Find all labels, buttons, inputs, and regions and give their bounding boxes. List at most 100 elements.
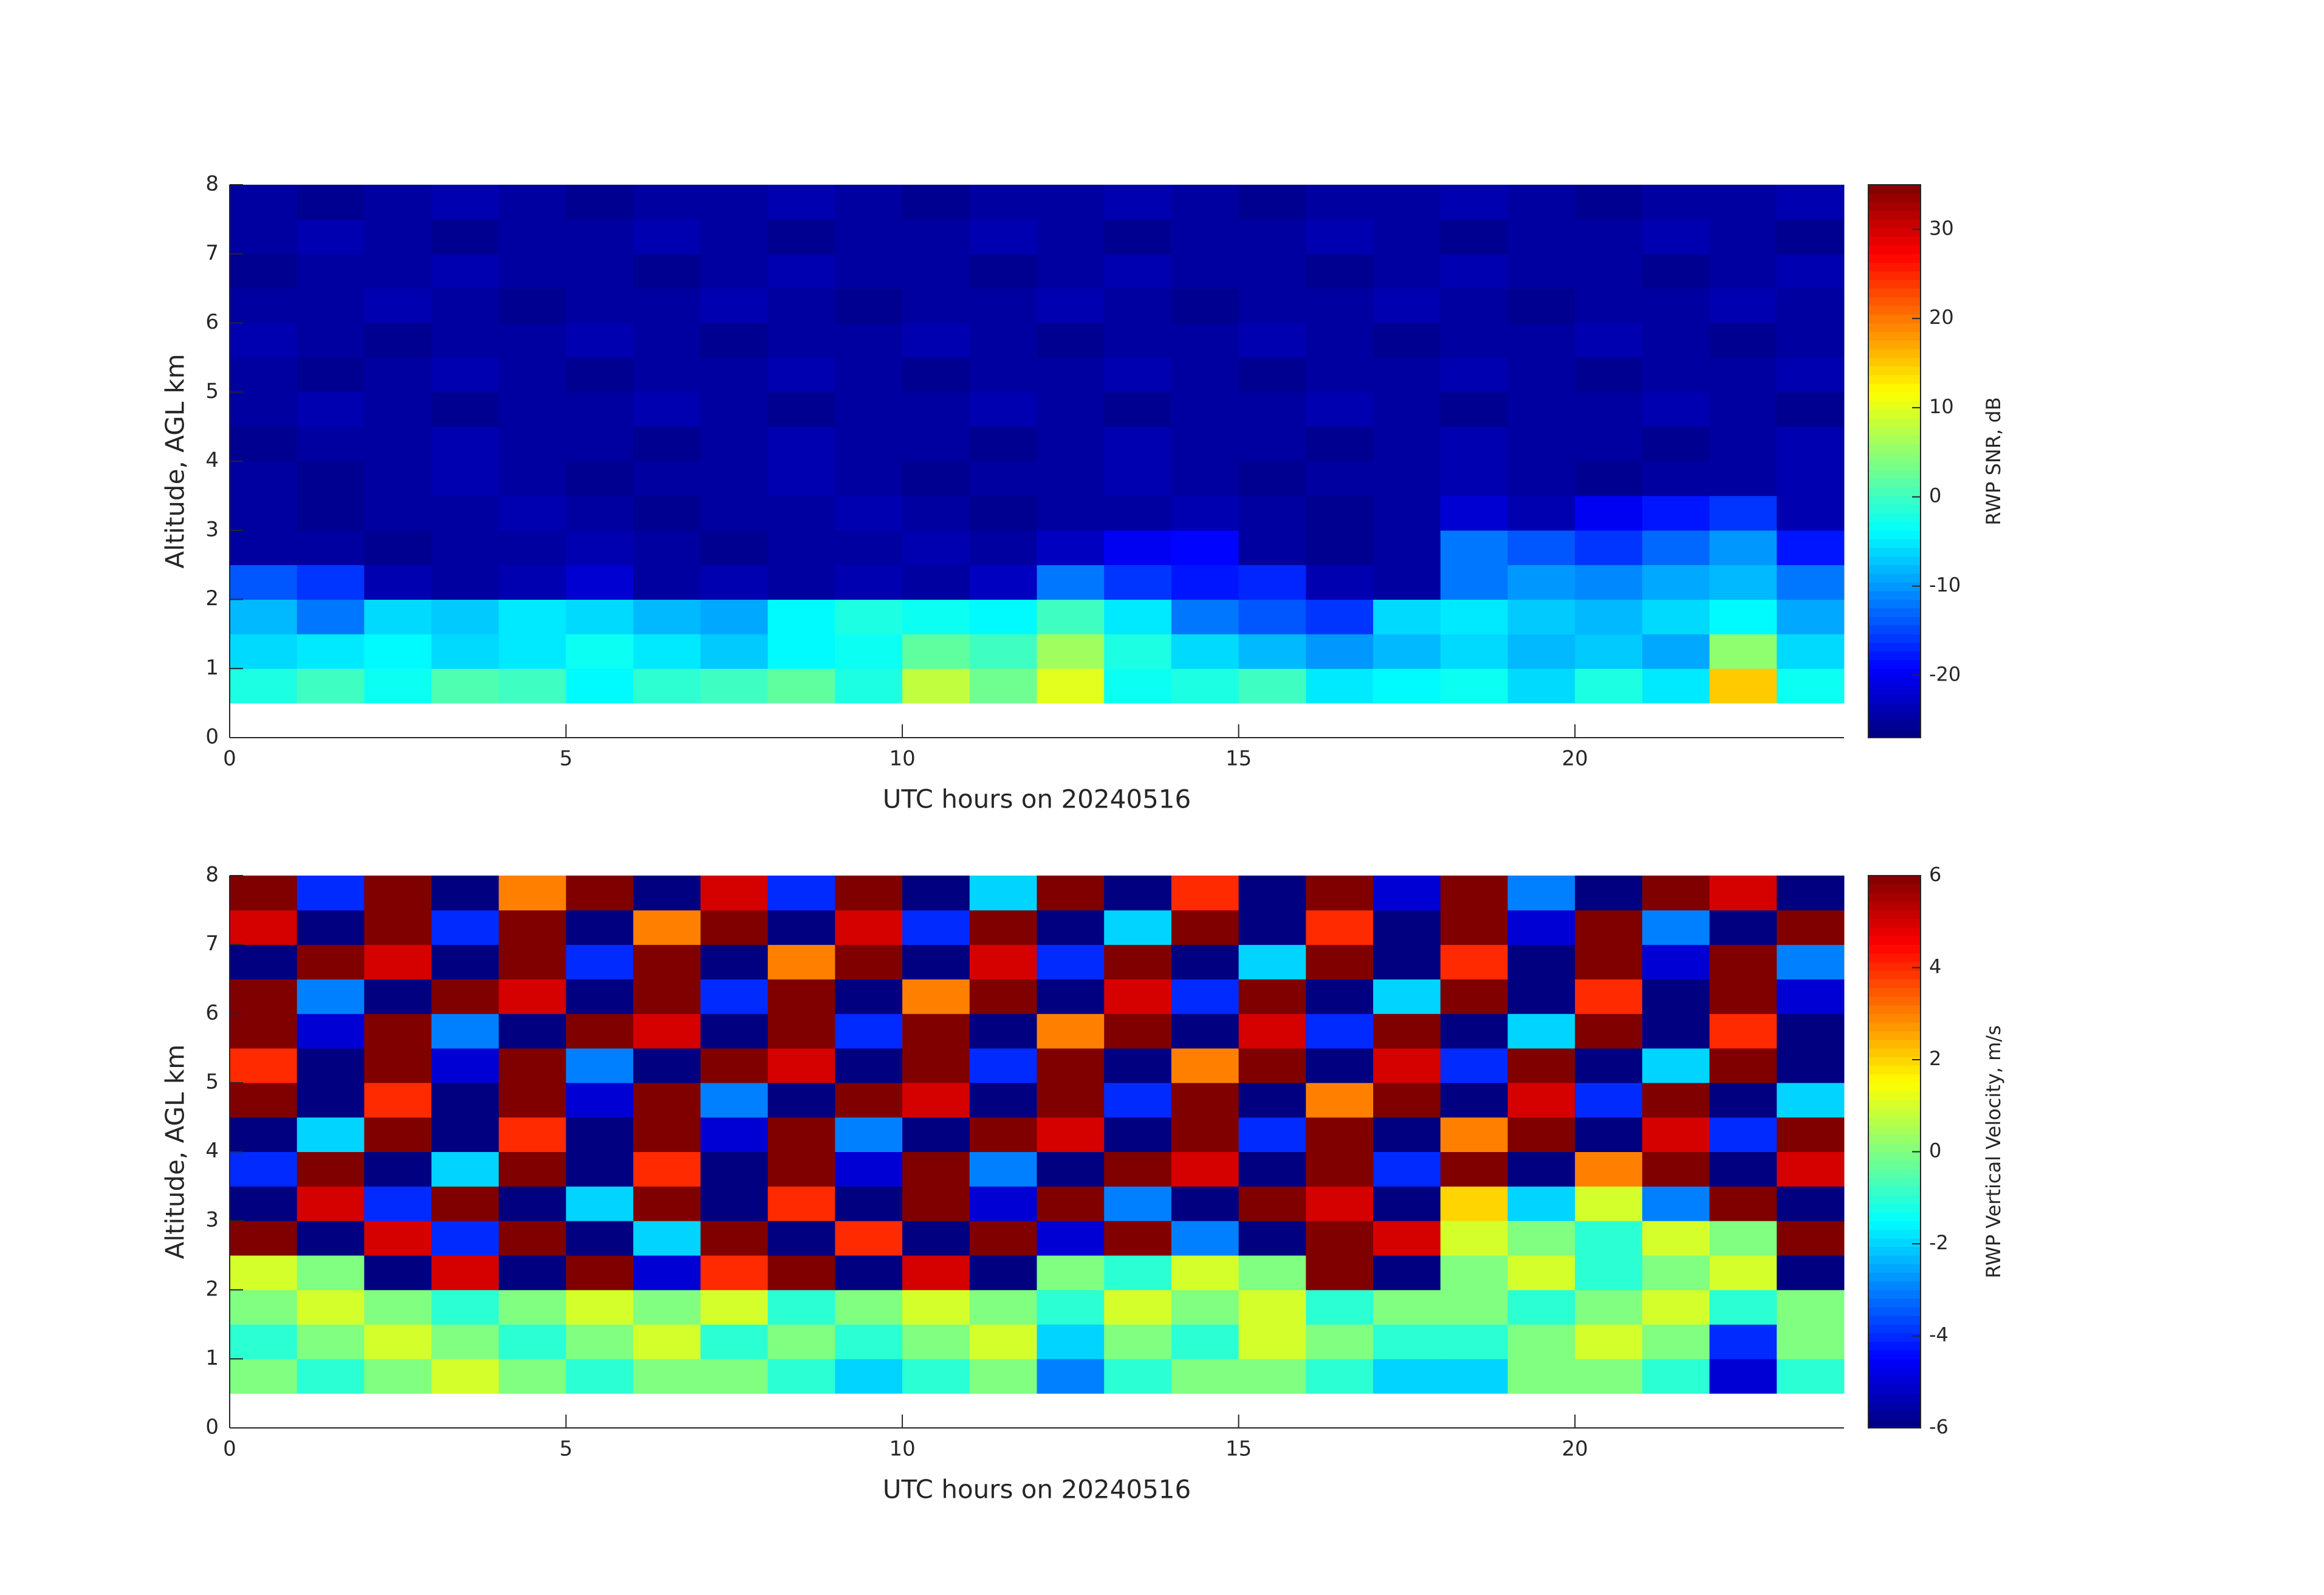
heatmap-cell — [700, 1255, 769, 1291]
heatmap-cell — [1373, 1324, 1441, 1359]
heatmap-cell — [1440, 323, 1508, 358]
heatmap-cell — [1709, 495, 1777, 531]
heatmap-cell — [1238, 634, 1306, 669]
heatmap-cell — [498, 1324, 567, 1359]
heatmap-cell — [566, 1255, 634, 1291]
heatmap-cell — [1642, 1151, 1710, 1187]
heatmap-cell — [1306, 495, 1374, 531]
heatmap-cell — [700, 185, 769, 220]
heatmap-cell — [1037, 461, 1105, 496]
heatmap-cell — [1507, 1048, 1575, 1083]
heatmap-cell — [364, 1359, 432, 1394]
colorbar-step — [1868, 504, 1921, 513]
colorbar-step — [1868, 1091, 1921, 1100]
heatmap-cell — [767, 634, 835, 669]
heatmap-cell — [1777, 1048, 1845, 1083]
heatmap-cell — [1238, 1324, 1306, 1359]
heatmap-cell — [296, 253, 365, 289]
heatmap-cell — [230, 461, 298, 496]
heatmap-cell — [1777, 461, 1845, 496]
heatmap-cell — [767, 185, 835, 220]
heatmap-cell — [566, 599, 634, 634]
heatmap-cell — [1104, 392, 1172, 427]
heatmap-cell — [1575, 1186, 1643, 1221]
heatmap-cell — [498, 1359, 567, 1394]
heatmap-cell — [1037, 1255, 1105, 1291]
heatmap-cell — [1440, 599, 1508, 634]
heatmap-cell — [364, 1082, 432, 1118]
heatmap-cell — [1709, 185, 1777, 220]
heatmap-cell — [700, 323, 769, 358]
colorbar-step — [1868, 417, 1921, 427]
y-tick-label: 8 — [205, 863, 219, 887]
heatmap-cell — [566, 668, 634, 704]
heatmap-cell — [767, 427, 835, 462]
heatmap-cell — [1507, 1117, 1575, 1152]
heatmap-cell — [230, 634, 298, 669]
heatmap-cell — [633, 495, 701, 531]
heatmap-cell — [633, 357, 701, 393]
colorbar-step — [1868, 936, 1921, 945]
heatmap-cell — [1507, 1221, 1575, 1256]
heatmap-cell — [1575, 323, 1643, 358]
heatmap-cell — [902, 495, 970, 531]
heatmap-cell — [498, 530, 567, 566]
heatmap-cell — [1575, 634, 1643, 669]
heatmap-cell — [1306, 944, 1374, 979]
colorbar-step — [1868, 953, 1921, 962]
colorbar-step — [1868, 323, 1921, 332]
heatmap-cell — [296, 1186, 365, 1221]
heatmap-cell — [566, 1014, 634, 1049]
heatmap-cell — [1171, 668, 1239, 704]
heatmap-cell — [566, 1117, 634, 1152]
heatmap-cell — [431, 1289, 499, 1325]
heatmap-cell — [498, 1014, 567, 1049]
heatmap-cell — [364, 1151, 432, 1187]
heatmap-cell — [1440, 1117, 1508, 1152]
heatmap-cell — [835, 461, 903, 496]
colorbar-step — [1868, 944, 1921, 954]
heatmap-cell — [364, 357, 432, 393]
heatmap-cell — [1440, 1082, 1508, 1118]
heatmap-cell — [969, 1048, 1037, 1083]
colorbar-step — [1868, 210, 1921, 220]
colorbar-step — [1868, 521, 1921, 531]
heatmap-cell — [633, 461, 701, 496]
heatmap-cell — [1777, 1324, 1845, 1359]
heatmap-cell — [835, 1289, 903, 1325]
heatmap-cell — [700, 634, 769, 669]
heatmap-cell — [1575, 185, 1643, 220]
heatmap-cell — [1238, 357, 1306, 393]
heatmap-cell — [700, 944, 769, 979]
heatmap-cell — [1440, 944, 1508, 979]
heatmap-cell — [230, 564, 298, 600]
heatmap-cell — [633, 530, 701, 566]
heatmap-cell — [1373, 1221, 1441, 1256]
colorbar-step — [1868, 314, 1921, 323]
heatmap-cell — [633, 1082, 701, 1118]
heatmap-cell — [1306, 1082, 1374, 1118]
heatmap-cell — [1037, 910, 1105, 945]
heatmap-cell — [1507, 427, 1575, 462]
heatmap-cell — [1440, 910, 1508, 945]
heatmap-cell — [1575, 427, 1643, 462]
heatmap-cell — [1373, 944, 1441, 979]
heatmap-cell — [1709, 323, 1777, 358]
heatmap-cell — [1777, 1221, 1845, 1256]
heatmap-cell — [364, 1186, 432, 1221]
heatmap-cell — [230, 1289, 298, 1325]
heatmap-cell — [633, 1151, 701, 1187]
heatmap-cell — [835, 1255, 903, 1291]
heatmap-cell — [566, 1324, 634, 1359]
colorbar-step — [1868, 245, 1921, 255]
heatmap-cell — [498, 185, 567, 220]
heatmap-cell — [902, 185, 970, 220]
heatmap-cell — [566, 1048, 634, 1083]
heatmap-cell — [700, 1151, 769, 1187]
y-axis-label: Altitude, AGL km — [160, 1044, 190, 1259]
heatmap-cell — [1104, 1151, 1172, 1187]
colorbar-step — [1868, 1298, 1921, 1308]
heatmap-cell — [1104, 599, 1172, 634]
heatmap-cell — [835, 1082, 903, 1118]
heatmap-cell — [1440, 564, 1508, 600]
